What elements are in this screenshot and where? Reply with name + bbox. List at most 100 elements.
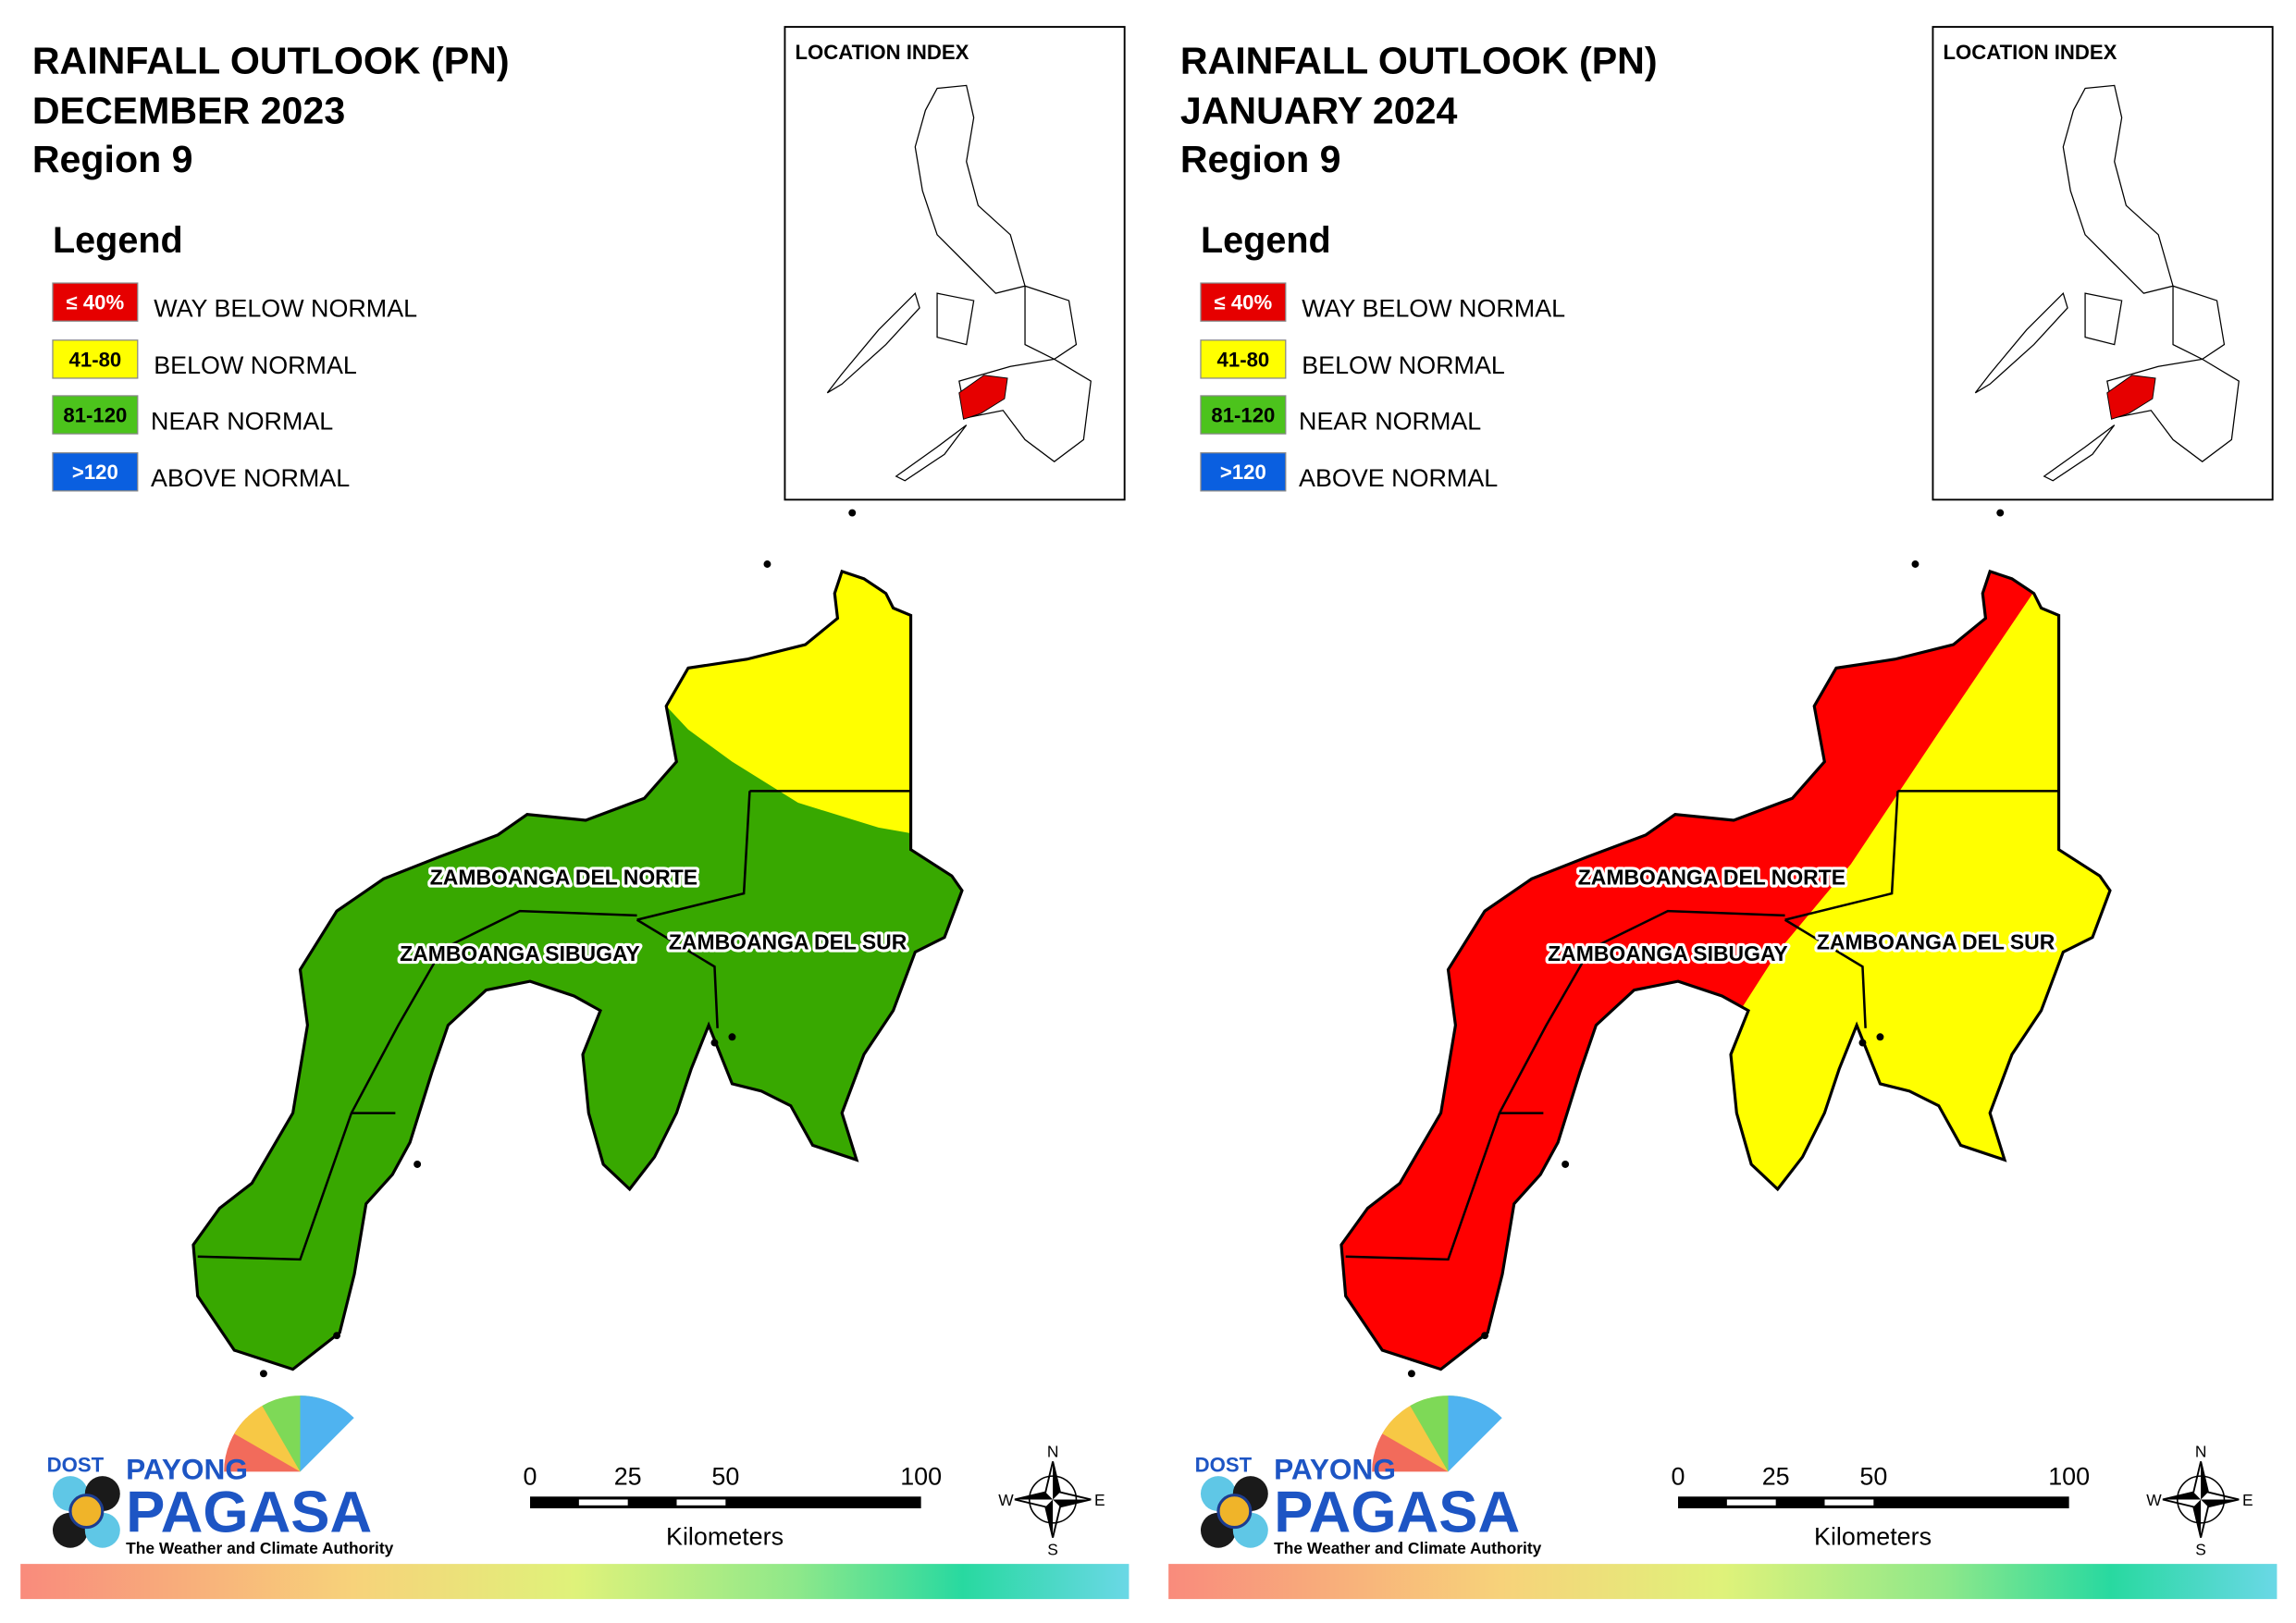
legend-key: 81-120 (1211, 403, 1275, 426)
islet (259, 1370, 267, 1378)
islet (1407, 1370, 1415, 1378)
scale-bar-gap (1726, 1499, 1776, 1506)
compass-n: N (1047, 1443, 1059, 1461)
legend-label: ABOVE NORMAL (151, 464, 350, 492)
scale-tick-label: 50 (711, 1463, 739, 1491)
legend-key: 81-120 (63, 403, 127, 426)
scale-tick-label: 25 (614, 1463, 642, 1491)
legend-swatch (1200, 395, 1287, 435)
umbrella-segment (1448, 1396, 1502, 1472)
logo-tagline: The Weather and Climate Authority (126, 1539, 393, 1557)
legend-key: ≤ 40% (67, 291, 125, 314)
logo-tagline: The Weather and Climate Authority (1274, 1539, 1541, 1557)
islet (414, 1161, 422, 1168)
island (1024, 285, 1078, 361)
location-index-title: LOCATION INDEX (796, 41, 969, 64)
location-index-title: LOCATION INDEX (1944, 41, 2117, 64)
province-border (1345, 909, 1785, 1261)
scale-bar-gap (676, 1499, 726, 1506)
compass-n: N (2195, 1443, 2207, 1461)
legend-swatch (52, 452, 139, 492)
island (2062, 84, 2174, 294)
legend-label: NEAR NORMAL (151, 407, 333, 435)
compass-s: S (2195, 1541, 2206, 1559)
compass-ring (2176, 1475, 2226, 1524)
color-band (20, 1564, 1129, 1600)
region-highlight (2106, 375, 2156, 420)
legend-label: NEAR NORMAL (1299, 407, 1481, 435)
province-label: ZAMBOANGA DEL NORTE (430, 866, 697, 890)
compass-e: E (2242, 1491, 2253, 1509)
legend-title: Legend (53, 220, 183, 261)
province-border (636, 791, 751, 921)
legend-label: BELOW NORMAL (154, 351, 357, 379)
logo-brand: PAGASA (1274, 1480, 1520, 1544)
island (2084, 292, 2123, 346)
legend-swatch (1200, 339, 1287, 379)
logo-brand: PAGASA (126, 1480, 372, 1544)
islet (728, 1033, 736, 1041)
province-label: ZAMBOANGA SIBUGAY (1548, 941, 1788, 965)
logo-agency: DOST (47, 1453, 105, 1476)
compass-w: W (2146, 1491, 2162, 1509)
province-border (636, 918, 719, 1028)
islet (710, 1039, 719, 1047)
compass-rose (2162, 1461, 2240, 1538)
province-border (1784, 791, 1899, 921)
legend-swatch (52, 339, 139, 379)
scale-bar-gap (578, 1499, 628, 1506)
region: Region 9 (32, 138, 193, 180)
logo-brand-top: PAYONG (126, 1452, 248, 1485)
island (895, 424, 968, 482)
map-east (666, 571, 938, 838)
province-border (197, 909, 637, 1261)
compass-w: W (998, 1491, 1014, 1509)
pagasa-seal (1216, 1494, 1253, 1530)
compass-e: E (1094, 1491, 1105, 1509)
map-outline (191, 569, 964, 1371)
islet (333, 1332, 341, 1340)
compass-s: S (1047, 1541, 1058, 1559)
scale-bar-gap (1824, 1499, 1874, 1506)
island (2043, 424, 2116, 482)
umbrella-segment (300, 1396, 354, 1472)
islet (1876, 1033, 1884, 1041)
islet (763, 560, 772, 568)
scale-tick-label: 100 (2048, 1463, 2090, 1491)
islet (1481, 1332, 1489, 1340)
scale-tick-label: 0 (1672, 1463, 1685, 1491)
scale-tick-label: 25 (1762, 1463, 1790, 1491)
island (914, 84, 1026, 294)
scale-tick-label: 50 (1859, 1463, 1887, 1491)
map-outline (1339, 569, 2112, 1371)
compass-ring (1028, 1475, 1078, 1524)
title: RAINFALL OUTLOOK (PN) (1180, 40, 1658, 82)
legend-key: ≤ 40% (1215, 291, 1273, 314)
islet (848, 509, 857, 517)
panel: RAINFALL OUTLOOK (PN) JANUARY 2024 Region … (1168, 26, 2277, 1600)
province-label: ZAMBOANGA DEL SUR (1817, 929, 2055, 953)
legend-key: >120 (1220, 461, 1266, 484)
period: JANUARY 2024 (1180, 90, 1458, 132)
logo-brand-top: PAYONG (1274, 1452, 1396, 1485)
legend-label: WAY BELOW NORMAL (1302, 294, 1565, 322)
island (936, 292, 975, 346)
islet (1996, 509, 2005, 517)
legend-swatch (52, 282, 139, 322)
islet (1562, 1161, 1570, 1168)
scale-unit: Kilometers (1814, 1523, 1932, 1551)
scale-tick-label: 0 (524, 1463, 537, 1491)
legend-label: WAY BELOW NORMAL (154, 294, 417, 322)
scale-unit: Kilometers (666, 1523, 784, 1551)
legend-title: Legend (1201, 220, 1331, 261)
province-label: ZAMBOANGA DEL NORTE (1578, 866, 1845, 890)
legend-key: 41-80 (1217, 348, 1270, 371)
legend-swatch (1200, 452, 1287, 492)
pagasa-seal (68, 1494, 105, 1530)
island (826, 291, 920, 394)
legend-key: >120 (72, 461, 118, 484)
panel: RAINFALL OUTLOOK (PN) DECEMBER 2023 Region… (20, 26, 1129, 1600)
period: DECEMBER 2023 (32, 90, 345, 132)
province-label: ZAMBOANGA SIBUGAY (400, 941, 640, 965)
province-label: ZAMBOANGA DEL SUR (669, 929, 907, 953)
